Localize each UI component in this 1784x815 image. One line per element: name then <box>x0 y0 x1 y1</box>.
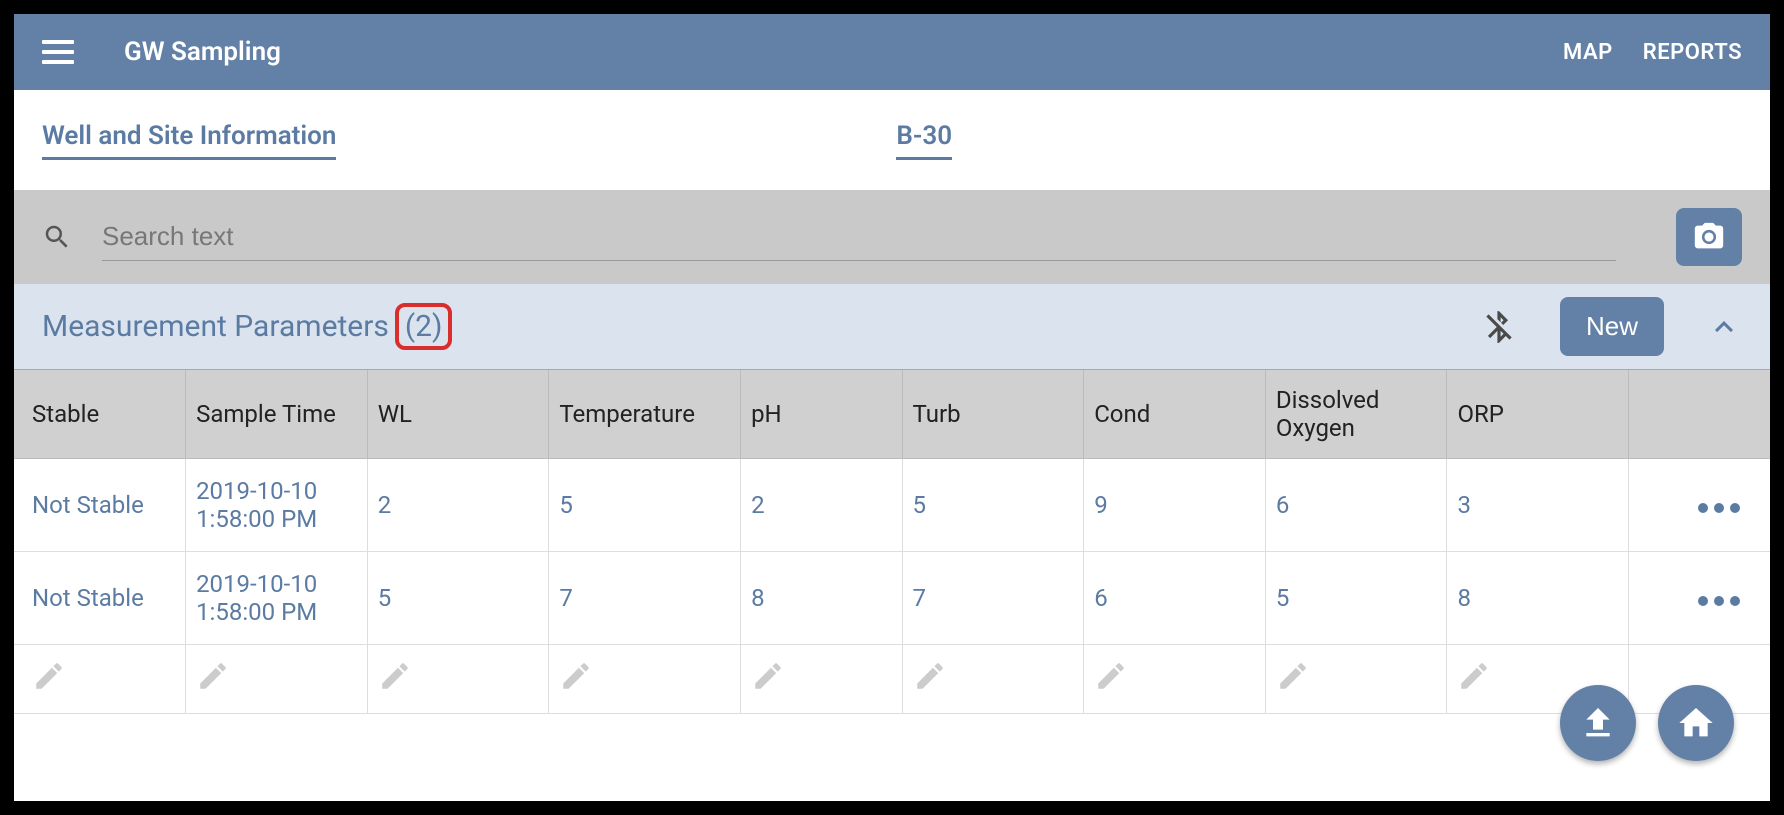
edit-icon[interactable] <box>559 659 593 693</box>
section-count-badge: (2) <box>395 303 453 350</box>
upload-fab[interactable] <box>1560 685 1636 761</box>
edit-icon[interactable] <box>913 659 947 693</box>
edit-icon[interactable] <box>378 659 412 693</box>
nav-reports[interactable]: REPORTS <box>1643 40 1742 65</box>
section-title: Measurement Parameters (2) <box>42 303 1480 350</box>
cell-cond: 9 <box>1084 459 1266 552</box>
cell-turb: 7 <box>902 552 1084 645</box>
col-cond: Cond <box>1084 370 1266 459</box>
well-site-link[interactable]: Well and Site Information <box>42 121 336 160</box>
camera-button[interactable] <box>1676 208 1742 266</box>
cell-wl: 2 <box>367 459 549 552</box>
cell-stable: Not Stable <box>14 459 186 552</box>
col-sample-time: Sample Time <box>186 370 368 459</box>
edit-icon[interactable] <box>196 659 230 693</box>
cell-do: 5 <box>1265 552 1447 645</box>
menu-icon[interactable] <box>42 40 74 64</box>
cell-temperature: 5 <box>549 459 741 552</box>
cell-do: 6 <box>1265 459 1447 552</box>
cell-sample-time: 2019-10-10 1:58:00 PM <box>186 459 368 552</box>
site-id-link[interactable]: B-30 <box>896 121 952 160</box>
cell-stable: Not Stable <box>14 552 186 645</box>
row-more-icon[interactable] <box>1698 596 1740 606</box>
table-row: Not Stable 2019-10-10 1:58:00 PM 2 5 2 5… <box>14 459 1770 552</box>
edit-icon[interactable] <box>1457 659 1491 693</box>
col-ph: pH <box>741 370 902 459</box>
camera-icon <box>1689 220 1729 254</box>
cell-orp: 8 <box>1447 552 1629 645</box>
table-header-row: Stable Sample Time WL Temperature pH Tur… <box>14 370 1770 459</box>
bluetooth-off-icon[interactable] <box>1480 308 1518 346</box>
app-header: GW Sampling MAP REPORTS <box>14 14 1770 90</box>
col-do: Dissolved Oxygen <box>1265 370 1447 459</box>
measurements-table: Stable Sample Time WL Temperature pH Tur… <box>14 370 1770 714</box>
upload-icon <box>1578 703 1618 743</box>
cell-wl: 5 <box>367 552 549 645</box>
cell-cond: 6 <box>1084 552 1266 645</box>
cell-orp: 3 <box>1447 459 1629 552</box>
col-turb: Turb <box>902 370 1084 459</box>
collapse-icon[interactable] <box>1706 309 1742 345</box>
app-title: GW Sampling <box>124 37 1533 67</box>
row-more-icon[interactable] <box>1698 503 1740 513</box>
col-stable: Stable <box>14 370 186 459</box>
cell-ph: 8 <box>741 552 902 645</box>
nav-map[interactable]: MAP <box>1563 40 1613 65</box>
search-bar <box>14 190 1770 284</box>
cell-sample-time: 2019-10-10 1:58:00 PM <box>186 552 368 645</box>
new-button[interactable]: New <box>1560 297 1664 356</box>
cell-temperature: 7 <box>549 552 741 645</box>
col-wl: WL <box>367 370 549 459</box>
edit-icon[interactable] <box>1276 659 1310 693</box>
home-icon <box>1676 703 1716 743</box>
col-temperature: Temperature <box>549 370 741 459</box>
cell-ph: 2 <box>741 459 902 552</box>
section-title-text: Measurement Parameters <box>42 309 389 344</box>
col-orp: ORP <box>1447 370 1629 459</box>
app-root: GW Sampling MAP REPORTS Well and Site In… <box>14 14 1770 801</box>
search-icon <box>42 222 72 252</box>
edit-icon[interactable] <box>751 659 785 693</box>
cell-turb: 5 <box>902 459 1084 552</box>
home-fab[interactable] <box>1658 685 1734 761</box>
section-header: Measurement Parameters (2) New <box>14 284 1770 370</box>
table-row: Not Stable 2019-10-10 1:58:00 PM 5 7 8 7… <box>14 552 1770 645</box>
fab-container <box>1560 685 1734 761</box>
table-edit-row <box>14 645 1770 714</box>
col-actions <box>1629 370 1770 459</box>
info-bar: Well and Site Information B-30 <box>14 90 1770 190</box>
edit-icon[interactable] <box>1094 659 1128 693</box>
search-input[interactable] <box>102 213 1616 261</box>
edit-icon[interactable] <box>32 659 66 693</box>
